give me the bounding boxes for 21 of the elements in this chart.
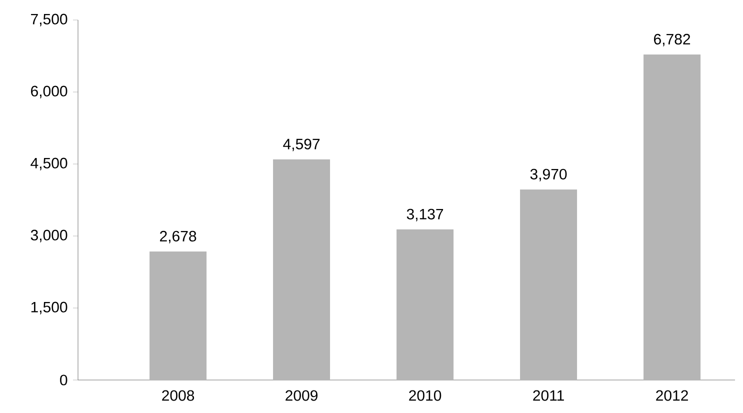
bar	[273, 159, 330, 380]
y-tick-label: 6,000	[31, 86, 68, 98]
bar	[150, 251, 207, 380]
data-label: 3,970	[530, 168, 567, 182]
x-tick-label: 2008	[162, 390, 194, 401]
bar	[396, 229, 454, 380]
bar	[520, 189, 578, 380]
y-tick-label: 3,000	[30, 230, 68, 242]
data-label: 4,597	[283, 138, 320, 152]
y-tick-label: 1,500	[31, 302, 68, 314]
x-tick-label: 2012	[656, 390, 688, 401]
data-label: 3,137	[406, 208, 444, 222]
data-label: 2,678	[160, 230, 196, 244]
y-tick-label: 0	[60, 374, 68, 386]
y-tick-label: 4,500	[30, 158, 68, 170]
y-tick-label: 7,500	[31, 14, 68, 26]
x-tick-label: 2009	[286, 390, 318, 401]
bar	[644, 54, 701, 380]
data-label: 6,782	[654, 34, 690, 46]
x-tick-label: 2011	[533, 390, 564, 401]
x-tick-label: 2010	[409, 390, 442, 401]
